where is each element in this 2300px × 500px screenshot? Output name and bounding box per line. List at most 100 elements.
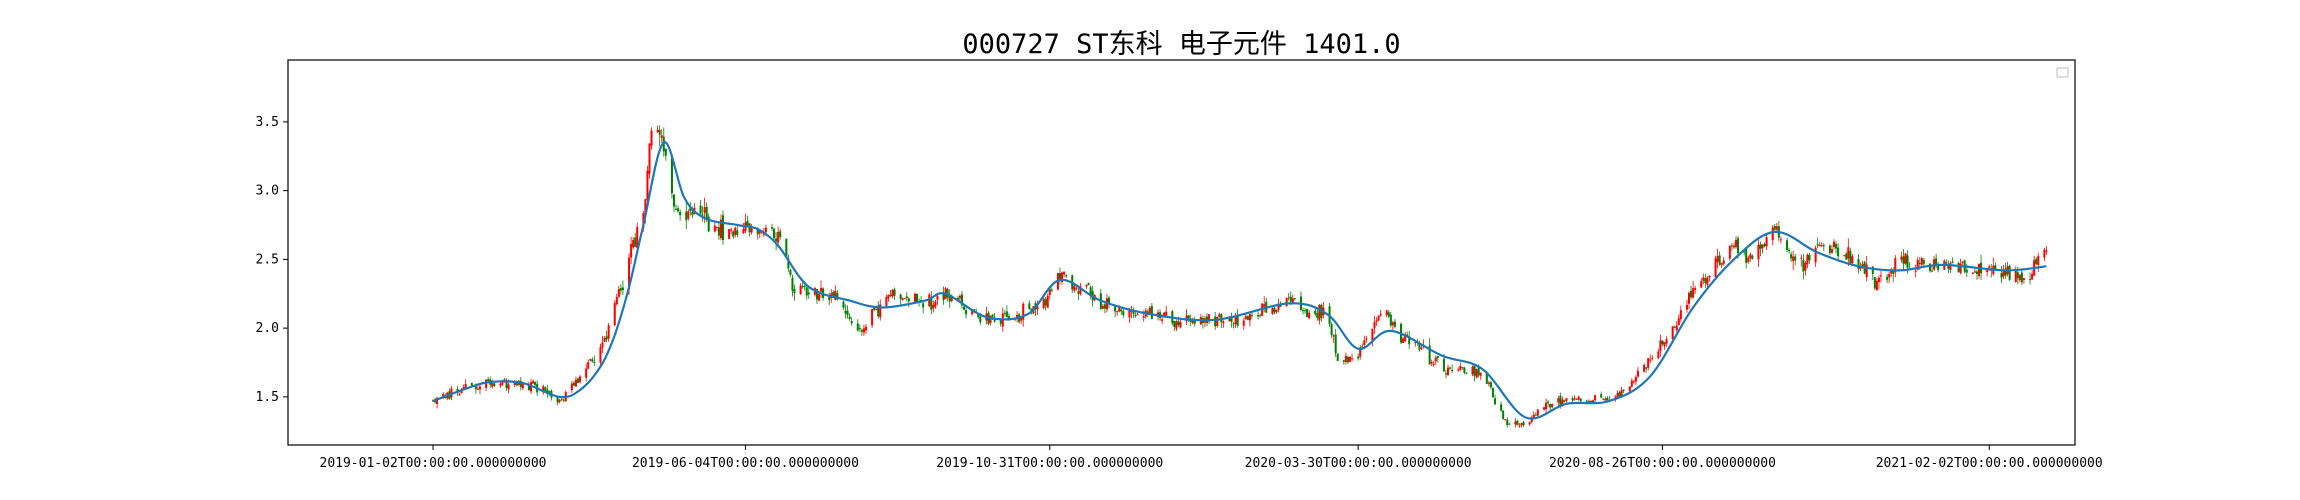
candle-up [574,379,577,387]
candle-up [1277,303,1280,310]
candle-up [1536,409,1539,416]
candle-up [615,297,618,305]
candle-up [1402,338,1405,343]
candle-up [1732,245,1735,248]
candle-up [1385,310,1388,316]
candle-down [991,314,994,317]
candle-down [1005,311,1008,318]
candle-down [487,379,490,381]
candle-down [846,310,849,316]
candle-up [1587,401,1590,403]
candle-down [1516,420,1519,426]
candle-down [877,305,880,317]
candle-up [2002,270,2005,277]
candle-up [950,296,953,301]
candle-down [1579,398,1582,401]
candle-down [1506,419,1509,426]
candle-down [1087,282,1090,285]
candle-up [501,380,504,385]
candle-up [464,384,467,388]
candle-down [1103,304,1106,309]
candle-down [689,207,692,211]
candle-down [1994,265,1997,270]
candle-down [1602,398,1605,400]
candle-down [1003,312,1006,314]
candle-up [1716,255,1719,263]
candle-up [1487,382,1490,384]
candle-up [1504,419,1507,421]
candle-down [815,289,818,300]
candle-up [1285,297,1288,307]
candle-down [1500,404,1503,411]
candle-up [2037,256,2040,265]
candle-down [1645,367,1648,369]
candle-down [1534,414,1537,416]
candle-up [1888,274,1891,278]
candle-down [1418,343,1421,350]
x-tick-label: 2021-02-02T00:00:00.000000000 [1876,456,2103,471]
y-tick-label: 1.5 [256,390,279,405]
candle-down [1718,255,1721,265]
candle-down [1442,358,1445,372]
candle-up [1365,338,1368,340]
candle-down [1547,401,1550,404]
candle-down [1177,321,1180,325]
candle-down [1947,264,1950,269]
candle-down [658,129,661,135]
candle-up [719,219,722,239]
candle-down [572,382,575,386]
candle-up [513,381,516,385]
candle-down [679,212,682,216]
candle-up [628,257,631,290]
candle-down [1058,272,1062,281]
candle-up [1263,304,1266,307]
candle-up [1877,277,1880,282]
x-tick-label: 2020-08-26T00:00:00.000000000 [1549,456,1776,471]
candle-down [1246,316,1249,320]
candle-down [1485,373,1488,384]
candle-up [1375,320,1378,322]
candle-down [1330,324,1333,336]
candle-down [1314,310,1317,315]
candle-down [962,306,966,310]
x-tick-label: 2020-03-30T00:00:00.000000000 [1245,456,1472,471]
x-tick-label: 2019-06-04T00:00:00.000000000 [632,456,859,471]
candle-down [948,295,951,302]
candle-down [519,380,522,387]
candle-up [1446,367,1450,375]
candle-down [685,211,688,221]
candle-up [648,143,651,174]
candle-down [1436,355,1439,359]
candle-up [1971,272,1974,275]
candle-up [1879,275,1883,277]
candle-up [1749,254,1752,259]
candle-down [576,378,580,383]
candle-down [1918,262,1921,265]
candle-up [1348,356,1352,362]
candle-down [1822,245,1825,247]
candle-up [777,232,780,243]
candle-up [1679,310,1682,320]
candle-up [476,388,479,390]
candle-up [1665,339,1668,344]
candle-down [844,310,847,314]
candle-up [1457,369,1460,371]
candle-up [1101,305,1104,309]
candle-down [965,310,968,315]
candle-down [785,238,788,258]
candle-up [734,227,737,235]
candle-up [1142,316,1145,318]
candle-down [1886,276,1889,280]
candle-up [1916,259,1919,270]
candle-up [1228,318,1231,322]
candle-up [989,315,992,323]
candle-down [2008,266,2011,280]
candle-down [2020,272,2023,283]
candle-down [1559,395,1562,407]
candle-up [2043,249,2046,258]
candle-down [922,303,925,308]
candle-up [1986,268,1989,273]
candle-down [1906,255,1909,268]
candle-down [691,212,694,216]
candle-up [1073,285,1076,291]
